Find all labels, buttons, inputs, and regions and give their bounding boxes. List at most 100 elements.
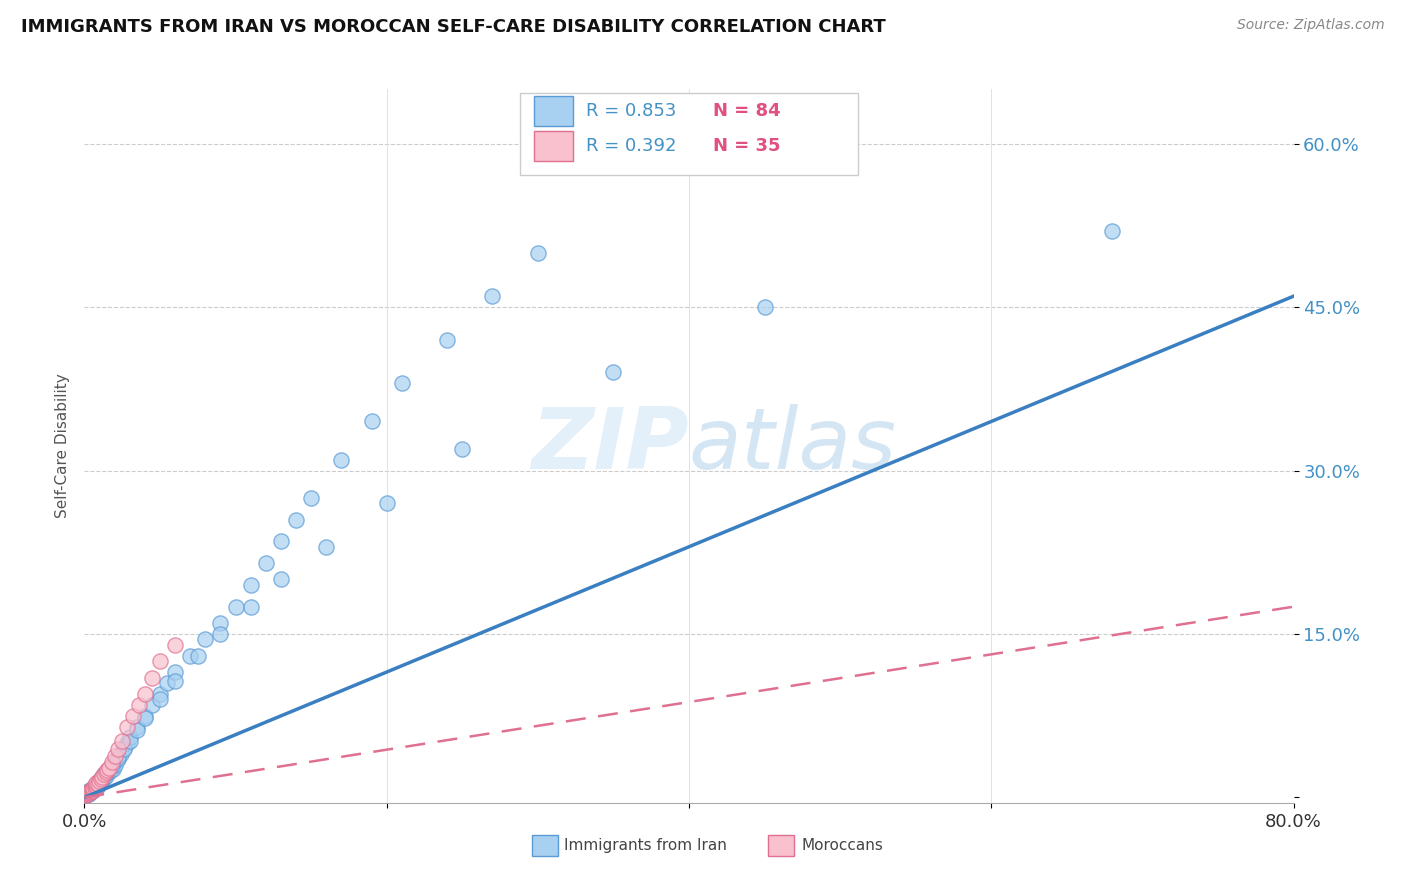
Point bbox=[107, 750, 129, 764]
Point bbox=[107, 752, 129, 766]
Point bbox=[80, 781, 103, 796]
Point bbox=[141, 698, 163, 712]
Point bbox=[93, 767, 115, 781]
Point bbox=[89, 777, 111, 791]
Point bbox=[115, 736, 138, 750]
Point bbox=[77, 786, 100, 800]
Point bbox=[134, 687, 156, 701]
Point bbox=[79, 785, 101, 799]
Point bbox=[93, 767, 115, 781]
Point bbox=[89, 774, 111, 789]
Point bbox=[100, 757, 122, 772]
Point bbox=[79, 782, 101, 797]
Point bbox=[225, 599, 247, 614]
Text: N = 35: N = 35 bbox=[713, 137, 780, 155]
Point bbox=[97, 763, 120, 777]
Text: Source: ZipAtlas.com: Source: ZipAtlas.com bbox=[1237, 18, 1385, 32]
Point bbox=[76, 787, 98, 801]
Point bbox=[112, 741, 135, 756]
Point bbox=[127, 720, 149, 734]
Point bbox=[754, 300, 776, 314]
Point bbox=[87, 777, 110, 791]
Point bbox=[111, 733, 134, 747]
FancyBboxPatch shape bbox=[534, 95, 572, 126]
Point bbox=[97, 761, 120, 775]
Point bbox=[285, 512, 308, 526]
Point bbox=[82, 780, 104, 795]
Point bbox=[602, 366, 624, 380]
FancyBboxPatch shape bbox=[531, 835, 558, 856]
Point bbox=[141, 671, 163, 685]
Point bbox=[98, 764, 121, 779]
Point bbox=[315, 540, 337, 554]
Point bbox=[179, 648, 201, 663]
Point bbox=[299, 491, 322, 505]
Point bbox=[134, 711, 156, 725]
Text: R = 0.392: R = 0.392 bbox=[586, 137, 695, 155]
Point bbox=[84, 778, 107, 792]
Point bbox=[1101, 224, 1123, 238]
Text: Moroccans: Moroccans bbox=[801, 838, 883, 853]
Point bbox=[149, 687, 172, 701]
Point bbox=[84, 780, 107, 794]
Point bbox=[127, 723, 149, 737]
Point bbox=[86, 776, 108, 790]
Point bbox=[527, 245, 550, 260]
Point bbox=[84, 780, 107, 795]
Point bbox=[110, 747, 132, 761]
Point bbox=[239, 599, 262, 614]
Point bbox=[77, 787, 100, 801]
Point bbox=[90, 775, 112, 789]
Point bbox=[112, 742, 135, 756]
Point bbox=[80, 784, 103, 798]
Point bbox=[76, 785, 98, 799]
Text: atlas: atlas bbox=[689, 404, 897, 488]
Point bbox=[436, 333, 458, 347]
FancyBboxPatch shape bbox=[534, 131, 572, 161]
Point bbox=[270, 573, 292, 587]
Text: IMMIGRANTS FROM IRAN VS MOROCCAN SELF-CARE DISABILITY CORRELATION CHART: IMMIGRANTS FROM IRAN VS MOROCCAN SELF-CA… bbox=[21, 18, 886, 36]
Point bbox=[94, 768, 117, 782]
Point bbox=[156, 676, 179, 690]
Point bbox=[79, 785, 101, 799]
FancyBboxPatch shape bbox=[768, 835, 794, 856]
Point bbox=[100, 756, 122, 770]
Point bbox=[86, 778, 108, 792]
Point bbox=[270, 534, 292, 549]
Point bbox=[91, 770, 114, 784]
Point bbox=[96, 764, 118, 779]
Point bbox=[451, 442, 474, 456]
Point bbox=[375, 496, 398, 510]
FancyBboxPatch shape bbox=[520, 93, 858, 175]
Point bbox=[91, 772, 114, 787]
Point bbox=[104, 757, 127, 772]
Point bbox=[86, 780, 108, 794]
Point bbox=[239, 578, 262, 592]
Point bbox=[75, 788, 97, 802]
Point bbox=[77, 786, 100, 800]
Point bbox=[76, 786, 98, 800]
Point bbox=[149, 692, 172, 706]
Text: ZIP: ZIP bbox=[531, 404, 689, 488]
Point bbox=[101, 762, 124, 776]
Point bbox=[165, 638, 187, 652]
Text: Immigrants from Iran: Immigrants from Iran bbox=[564, 838, 727, 853]
Point bbox=[134, 708, 156, 723]
Point bbox=[360, 415, 382, 429]
Point bbox=[80, 784, 103, 798]
Y-axis label: Self-Care Disability: Self-Care Disability bbox=[55, 374, 70, 518]
Point bbox=[82, 782, 104, 797]
Point bbox=[128, 698, 150, 712]
Point bbox=[93, 771, 115, 785]
Point bbox=[209, 615, 232, 630]
Point bbox=[187, 648, 209, 663]
Point bbox=[330, 452, 353, 467]
Point bbox=[90, 772, 112, 786]
Point bbox=[77, 785, 100, 799]
Point bbox=[107, 742, 129, 756]
Point bbox=[121, 708, 143, 723]
Point bbox=[96, 763, 118, 777]
Point bbox=[118, 731, 141, 745]
Point bbox=[94, 765, 117, 780]
Point bbox=[165, 665, 187, 679]
